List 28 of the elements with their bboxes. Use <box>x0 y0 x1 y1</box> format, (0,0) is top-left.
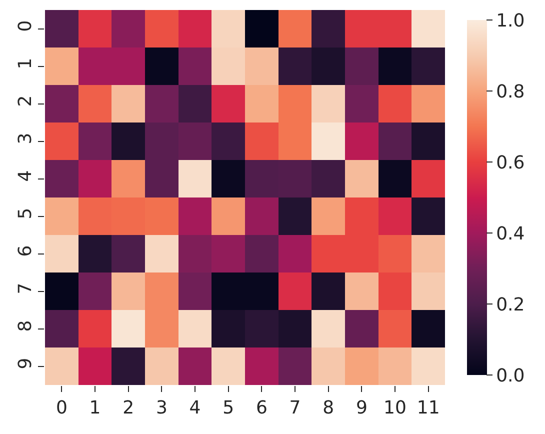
y-tick-label: 1 <box>14 58 36 70</box>
color-bar-label: 1.0 <box>496 10 525 32</box>
x-tick-label: 7 <box>289 398 301 419</box>
x-tick-label: 6 <box>256 398 268 419</box>
y-tick-label: 3 <box>14 132 36 144</box>
y-tick-label: 5 <box>14 208 36 220</box>
y-tick-label: 4 <box>14 170 36 182</box>
x-tick-label: 9 <box>356 398 368 419</box>
x-tick-label: 11 <box>416 398 440 419</box>
color-bar-label: 0.6 <box>496 152 525 174</box>
color-bar-label: 0.2 <box>496 294 525 316</box>
x-tick-label: 0 <box>56 398 68 419</box>
color-bar-label: 0.4 <box>496 223 525 244</box>
color-bar-label: 0.8 <box>496 81 525 102</box>
y-tick-label: 8 <box>14 320 36 332</box>
y-tick-label: 6 <box>14 245 36 257</box>
y-tick-label: 2 <box>14 95 36 107</box>
x-tick-label: 2 <box>122 398 134 419</box>
y-tick-label: 7 <box>14 282 36 294</box>
x-tick-label: 3 <box>156 398 168 419</box>
x-tick-label: 10 <box>384 398 406 419</box>
color-bar-label: 0.0 <box>496 365 525 386</box>
x-tick-label: 4 <box>189 398 201 419</box>
x-tick-label: 1 <box>89 398 101 419</box>
x-tick-label: 8 <box>322 398 334 419</box>
y-tick-label: 9 <box>14 358 36 370</box>
y-tick-label: 0 <box>14 20 36 32</box>
x-tick-label: 5 <box>222 398 234 419</box>
